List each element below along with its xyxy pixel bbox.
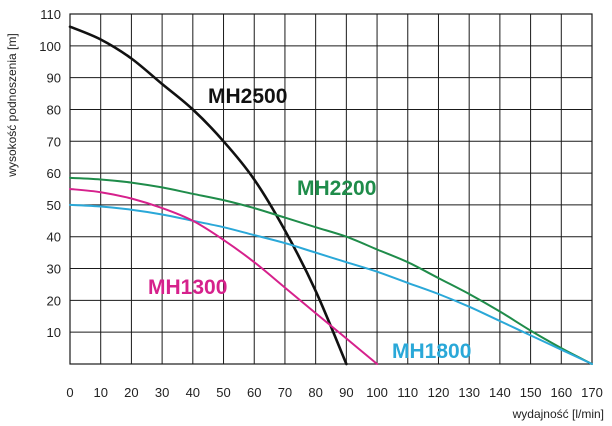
x-tick-label: 10 — [93, 385, 107, 400]
x-tick-label: 60 — [247, 385, 261, 400]
y-tick-label: 90 — [47, 71, 61, 86]
y-tick-label: 110 — [40, 7, 61, 22]
series-label-mh1800: MH1800 — [392, 340, 471, 363]
y-tick-label: 30 — [47, 262, 61, 277]
x-tick-label: 120 — [428, 385, 450, 400]
x-tick-label: 100 — [366, 385, 388, 400]
y-tick-label: 80 — [47, 102, 61, 117]
series-layer — [68, 25, 593, 366]
x-tick-label: 140 — [489, 385, 511, 400]
x-tick-label: 30 — [155, 385, 169, 400]
x-tick-label: 90 — [339, 385, 353, 400]
x-tick-label: 130 — [458, 385, 480, 400]
series-line-mh1800 — [69, 203, 593, 365]
x-tick-label: 0 — [66, 385, 73, 400]
x-tick-label: 160 — [550, 385, 572, 400]
series-line-mh1300 — [69, 188, 379, 365]
x-tick-label: 40 — [186, 385, 200, 400]
y-tick-label: 50 — [47, 198, 61, 213]
x-tick-label: 110 — [397, 385, 418, 400]
series-line-mh2200 — [69, 176, 593, 365]
y-tick-label: 60 — [47, 166, 61, 181]
y-tick-label: 20 — [47, 293, 61, 308]
y-tick-label: 100 — [39, 39, 61, 54]
y-tick-label: 10 — [47, 325, 61, 340]
x-tick-label: 70 — [278, 385, 292, 400]
series-label-mh1300: MH1300 — [148, 276, 227, 299]
y-tick-label: 40 — [47, 230, 61, 245]
y-axis-label: wysokość podnoszenia [m] — [5, 33, 19, 177]
series-label-mh2500: MH2500 — [208, 85, 287, 108]
annotation-layer: MH2500 MH2200 MH1800 MH1300 — [148, 85, 471, 363]
series-label-mh2200: MH2200 — [297, 177, 376, 200]
x-tick-label: 50 — [216, 385, 230, 400]
x-tick-label: 20 — [124, 385, 138, 400]
x-axis-label: wydajność [l/min] — [512, 407, 604, 421]
tick-label-layer: 0 10 20 30 40 50 60 70 80 90 100 110 120 130 140 150 160… — [39, 7, 603, 400]
y-tick-label: 70 — [47, 134, 61, 149]
x-tick-label: 170 — [581, 385, 603, 400]
x-tick-label: 150 — [520, 385, 542, 400]
x-tick-label: 80 — [308, 385, 322, 400]
series-line-mh2500 — [68, 25, 348, 366]
